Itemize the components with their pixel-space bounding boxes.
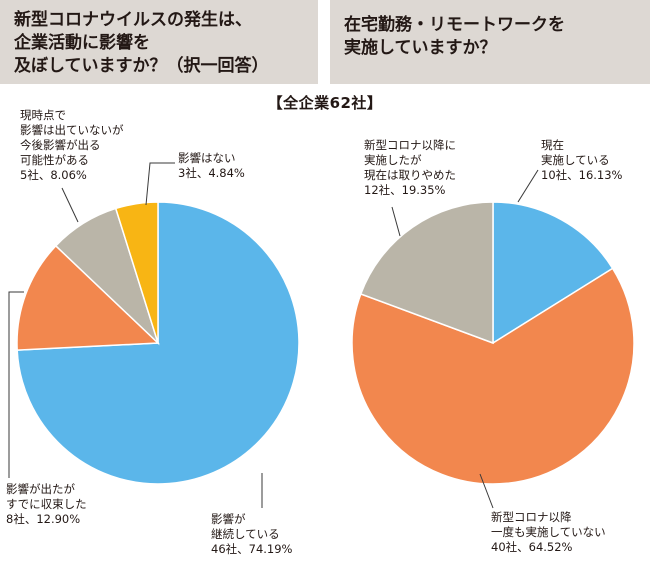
left-label-1-value: 8社、12.90% — [6, 512, 81, 526]
left-leader-no-impact — [145, 162, 175, 206]
question-panel-right: 在宅勤務・リモートワークを 実施していますか？ — [330, 0, 650, 84]
left-pie-slice-1 — [16, 244, 160, 351]
right-leader-stopped — [391, 206, 401, 237]
right-label-1-name: 新型コロナ以降 一度も実施していない — [491, 510, 606, 539]
right-label-currently: 現在 実施している 10社、16.13% — [541, 138, 622, 183]
left-label-3-value: 3社、4.84% — [178, 166, 245, 180]
right-label-never: 新型コロナ以降 一度も実施していない 40社、64.52% — [491, 510, 606, 555]
left-label-no-impact-yet: 現時点で 影響は出ていないが 今後影響が出る 可能性がある 5社、8.06% — [20, 108, 124, 183]
left-label-converged: 影響が出たが すでに収束した 8社、12.90% — [6, 482, 87, 527]
right-pie-slice-2 — [359, 201, 494, 345]
right-label-2-name: 新型コロナ以降に 実施したが 現在は取りやめた — [364, 138, 456, 182]
right-label-stopped: 新型コロナ以降に 実施したが 現在は取りやめた 12社、19.35% — [364, 138, 456, 198]
left-leader-converged — [8, 291, 24, 478]
right-label-0-value: 10社、16.13% — [541, 168, 623, 182]
question-left-text: 新型コロナウイルスの発生は、 企業活動に影響を 及ぼしていますか？（択一回答） — [14, 10, 269, 76]
right-label-0-name: 現在 実施している — [541, 138, 610, 167]
right-leader-never — [479, 473, 494, 509]
left-leader-no-impact-yet — [61, 187, 79, 223]
total-companies-title: 【全企業62社】 — [267, 94, 383, 112]
left-label-2-value: 5社、8.06% — [20, 168, 87, 182]
right-label-2-value: 12社、19.35% — [364, 183, 446, 197]
right-label-1-value: 40社、64.52% — [491, 540, 573, 554]
question-right-text: 在宅勤務・リモートワークを 実施していますか？ — [344, 15, 565, 58]
right-pie-slice-1 — [351, 267, 635, 485]
left-label-0-name: 影響が 継続している — [211, 512, 280, 541]
left-label-0-value: 46社、74.19% — [211, 542, 293, 556]
left-label-continuing: 影響が 継続している 46社、74.19% — [211, 512, 292, 557]
left-pie-slice-3 — [114, 201, 159, 344]
question-panel-left: 新型コロナウイルスの発生は、 企業活動に影響を 及ぼしていますか？（択一回答） — [0, 0, 318, 84]
left-label-1-name: 影響が出たが すでに収束した — [6, 482, 87, 511]
left-label-2-name: 現時点で 影響は出ていないが 今後影響が出る 可能性がある — [20, 108, 124, 167]
left-label-3-name: 影響はない — [178, 151, 236, 165]
right-pie-slice-0 — [492, 201, 614, 345]
right-leader-currently — [517, 169, 539, 203]
left-label-no-impact: 影響はない 3社、4.84% — [178, 151, 245, 181]
